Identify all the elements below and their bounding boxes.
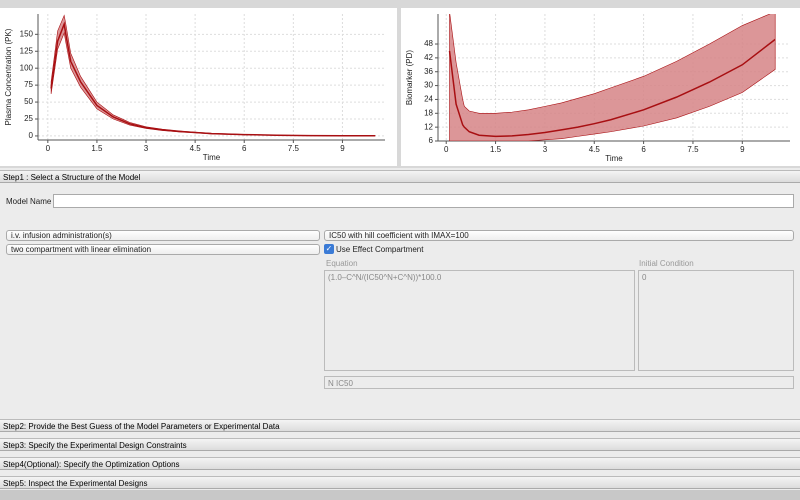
y-tick-label: 48 [424, 39, 433, 48]
x-tick-label: 4.5 [589, 145, 601, 154]
y-tick-label: 125 [20, 46, 34, 55]
step-header[interactable]: Step1 : Select a Structure of the Model [0, 170, 800, 183]
y-tick-label: 12 [424, 122, 433, 131]
x-tick-label: 3 [543, 145, 548, 154]
y-tick-label: 18 [424, 108, 433, 117]
x-tick-label: 6 [641, 145, 646, 154]
text-input[interactable] [53, 194, 794, 208]
x-axis-title: Time [203, 153, 221, 162]
step-header[interactable]: Step3: Specify the Experimental Design C… [0, 438, 800, 451]
x-tick-label: 0 [46, 144, 51, 153]
x-tick-label: 6 [242, 144, 247, 153]
x-tick-label: 7.5 [687, 145, 699, 154]
y-tick-label: 24 [424, 95, 433, 104]
initial-condition-box[interactable]: 0 [638, 270, 794, 371]
x-tick-label: 9 [740, 145, 745, 154]
y-axis-title: Plasma Concentration (PK) [4, 28, 13, 125]
label: Initial Condition [639, 259, 694, 268]
parameters-box: N IC50 [324, 376, 794, 389]
x-tick-label: 9 [340, 144, 345, 153]
dropdown[interactable]: two compartment with linear elimination [6, 244, 320, 255]
equation-box[interactable]: (1.0–C^N/(IC50^N+C^N))*100.0 [324, 270, 635, 371]
x-axis-title: Time [605, 154, 623, 163]
step-header[interactable]: Step5: Inspect the Experimental Designs [0, 476, 800, 489]
y-tick-label: 42 [424, 53, 433, 62]
footer-bar [0, 490, 800, 500]
x-tick-label: 7.5 [288, 144, 300, 153]
checkbox[interactable]: ✓ [324, 244, 334, 254]
y-tick-label: 36 [424, 67, 433, 76]
dropdown[interactable]: i.v. infusion administration(s) [6, 230, 320, 241]
label: Equation [326, 259, 358, 268]
y-tick-label: 30 [424, 81, 433, 90]
line [448, 38, 776, 138]
step-header[interactable]: Step4(Optional): Specify the Optimizatio… [0, 457, 800, 470]
line [50, 21, 376, 137]
y-tick-label: 150 [20, 29, 34, 38]
x-tick-label: 1.5 [490, 145, 502, 154]
dropdown[interactable]: IC50 with hill coefficient with IMAX=100 [324, 230, 794, 241]
y-tick-label: 25 [24, 114, 33, 123]
confidence-band [449, 14, 776, 141]
y-tick-label: 50 [24, 97, 33, 106]
y-axis-title: Biomarker (PD) [405, 50, 414, 105]
x-tick-label: 3 [144, 144, 149, 153]
checkbox-label: Use Effect Compartment [336, 245, 424, 254]
x-tick-label: 4.5 [190, 144, 202, 153]
step-header[interactable]: Step2: Provide the Best Guess of the Mod… [0, 419, 800, 432]
charts: 0 25 50 75 100 125 150 0 1.5 3 4.5 6 7.5 9 Time Plasma … [0, 0, 800, 168]
x-tick-label: 0 [444, 145, 449, 154]
label: Model Name [6, 197, 52, 206]
y-tick-label: 0 [29, 131, 34, 140]
y-tick-label: 6 [429, 136, 434, 145]
y-tick-label: 75 [24, 80, 33, 89]
plot-data [448, 14, 776, 141]
plot-data [50, 14, 376, 137]
x-tick-label: 1.5 [91, 144, 103, 153]
y-tick-label: 100 [20, 63, 34, 72]
